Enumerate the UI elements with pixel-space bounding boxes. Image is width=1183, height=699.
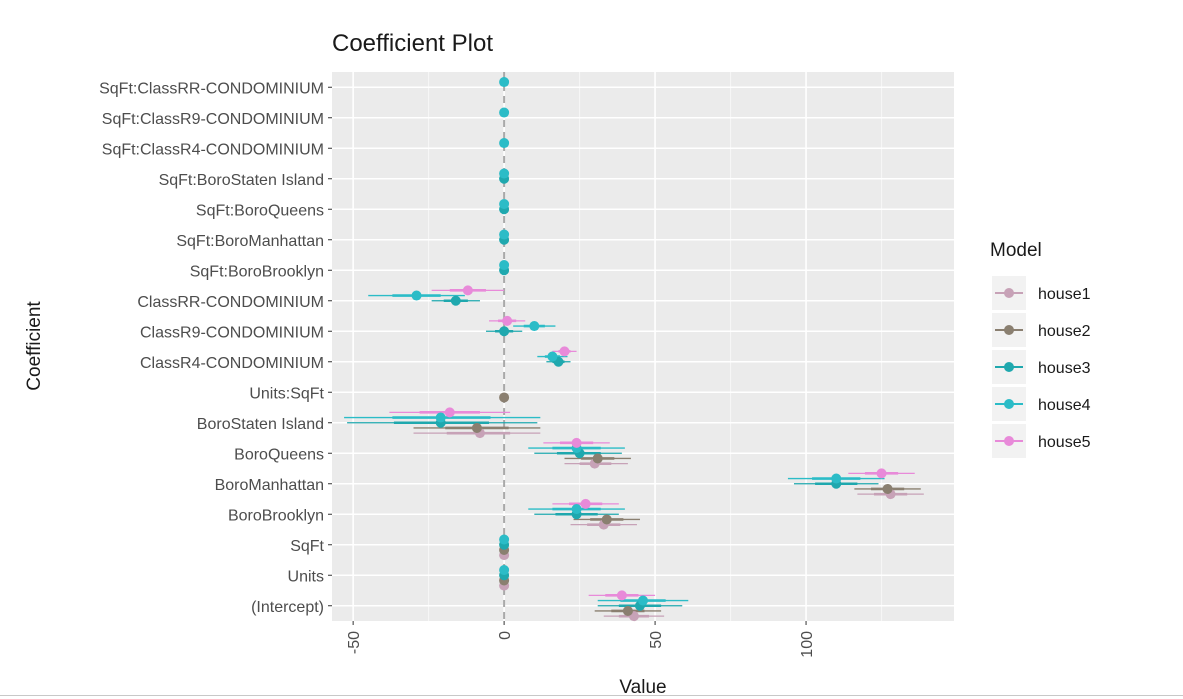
gridlines [332, 72, 954, 621]
y-tick-label: SqFt:ClassR4-CONDOMINIUM [102, 141, 324, 158]
y-tick-labels: (Intercept) Units SqFt BoroBrooklyn BoroManh… [99, 80, 332, 616]
point-house5 [559, 346, 570, 357]
bottom-border [0, 695, 1183, 696]
y-tick-label: BoroManhattan [215, 477, 324, 494]
point-house3 [499, 326, 510, 337]
y-tick-label: SqFt:BoroManhattan [176, 233, 324, 250]
y-tick-label: ClassR9-CONDOMINIUM [140, 324, 324, 341]
legend-label-house4: house4 [1038, 397, 1091, 414]
point-house4 [571, 504, 582, 515]
legend-key-point [1004, 436, 1014, 446]
x-tick-label: 100 [799, 631, 816, 658]
point-house5 [616, 590, 627, 601]
point-house4 [547, 351, 558, 362]
legend-label-house3: house3 [1038, 360, 1091, 377]
legend-key-point [1004, 288, 1014, 298]
point-house5 [444, 407, 455, 418]
legend-title: Model [990, 240, 1042, 261]
legend-label-house5: house5 [1038, 434, 1091, 451]
x-tick-label: -50 [346, 631, 363, 654]
y-tick-label: SqFt:BoroBrooklyn [190, 263, 324, 280]
point-house4 [499, 260, 510, 271]
point-house5 [876, 468, 887, 479]
point-house4 [499, 77, 510, 88]
point-house4 [499, 199, 510, 210]
point-house4 [499, 565, 510, 576]
chart-title: Coefficient Plot [332, 30, 493, 57]
point-house2 [622, 605, 633, 616]
legend-key-point [1004, 399, 1014, 409]
point-house4 [529, 321, 540, 332]
y-tick-label: SqFt [290, 538, 324, 555]
x-tick-labels: -50 0 50 100 [346, 621, 816, 658]
point-house2 [499, 392, 510, 403]
point-house4 [499, 534, 510, 545]
point-house5 [580, 498, 591, 509]
y-tick-label: Units:SqFt [249, 385, 324, 402]
point-house4 [411, 290, 422, 301]
legend-key-point [1004, 362, 1014, 372]
x-axis-title: Value [619, 677, 666, 698]
y-tick-label: SqFt:BoroStaten Island [159, 172, 324, 189]
legend-label-house2: house2 [1038, 323, 1091, 340]
y-tick-label: BoroStaten Island [197, 416, 324, 433]
x-tick-label: 0 [497, 631, 514, 640]
x-tick-label: 50 [648, 631, 665, 649]
y-tick-label: SqFt:BoroQueens [196, 202, 324, 219]
y-tick-label: ClassR4-CONDOMINIUM [140, 355, 324, 372]
legend-key-point [1004, 325, 1014, 335]
y-tick-label: SqFt:ClassR9-CONDOMINIUM [102, 111, 324, 128]
point-house4 [499, 229, 510, 240]
point-house2 [882, 483, 893, 494]
point-house4 [499, 107, 510, 118]
coefficient-points [411, 77, 896, 622]
legend: Model house1 house2 house3 house4 house5 [990, 240, 1091, 458]
point-house2 [471, 422, 482, 433]
y-tick-label: SqFt:ClassRR-CONDOMINIUM [99, 80, 324, 97]
y-tick-label: ClassRR-CONDOMINIUM [137, 294, 324, 311]
point-house4 [831, 473, 842, 484]
point-house4 [435, 412, 446, 423]
y-tick-label: (Intercept) [251, 599, 324, 616]
point-house5 [462, 285, 473, 296]
plot-panel [332, 72, 954, 621]
point-house4 [499, 138, 510, 149]
point-house4 [638, 595, 648, 606]
point-house2 [601, 514, 612, 525]
point-house4 [499, 168, 510, 179]
point-house5 [571, 437, 582, 448]
y-tick-label: BoroBrooklyn [228, 507, 324, 524]
point-house3 [450, 295, 461, 306]
point-house2 [592, 453, 603, 464]
legend-label-house1: house1 [1038, 286, 1091, 303]
y-axis-title: Coefficient [24, 301, 45, 391]
point-house5 [502, 315, 513, 326]
y-tick-label: Units [288, 568, 324, 585]
y-tick-label: BoroQueens [234, 446, 324, 463]
